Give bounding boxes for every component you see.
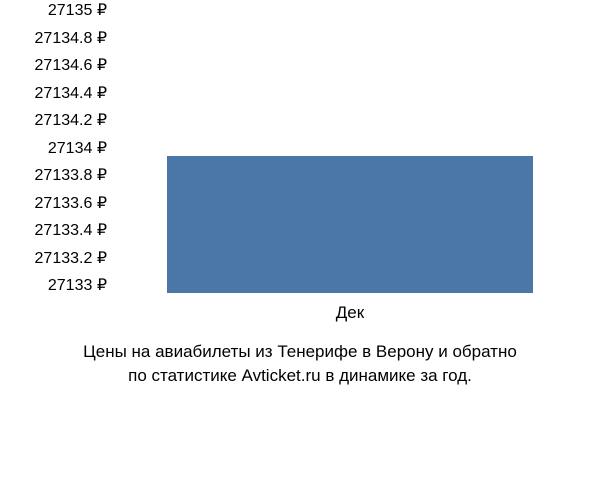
chart-container: 27135 ₽ 27134.8 ₽ 27134.6 ₽ 27134.4 ₽ 27134.… [0,0,600,500]
plot-area: Дек [115,18,585,293]
y-tick-label: 27134.4 ₽ [35,83,107,103]
caption-line1: Цены на авиабилеты из Тенерифе в Верону … [83,342,517,361]
x-tick-label: Дек [115,303,585,323]
y-tick-label: 27134.6 ₽ [35,55,107,75]
y-tick-label: 27134 ₽ [48,138,107,158]
y-tick-label: 27133.8 ₽ [35,165,107,185]
y-tick-label: 27133 ₽ [48,275,107,295]
bar [167,156,534,294]
y-tick-label: 27134.8 ₽ [35,28,107,48]
y-tick-label: 27133.4 ₽ [35,220,107,240]
y-tick-label: 27133.2 ₽ [35,248,107,268]
caption-line2: по статистике Avticket.ru в динамике за … [128,366,472,385]
y-tick-label: 27133.6 ₽ [35,193,107,213]
chart-caption: Цены на авиабилеты из Тенерифе в Верону … [0,340,600,388]
y-tick-label: 27134.2 ₽ [35,110,107,130]
y-tick-label: 27135 ₽ [48,0,107,20]
